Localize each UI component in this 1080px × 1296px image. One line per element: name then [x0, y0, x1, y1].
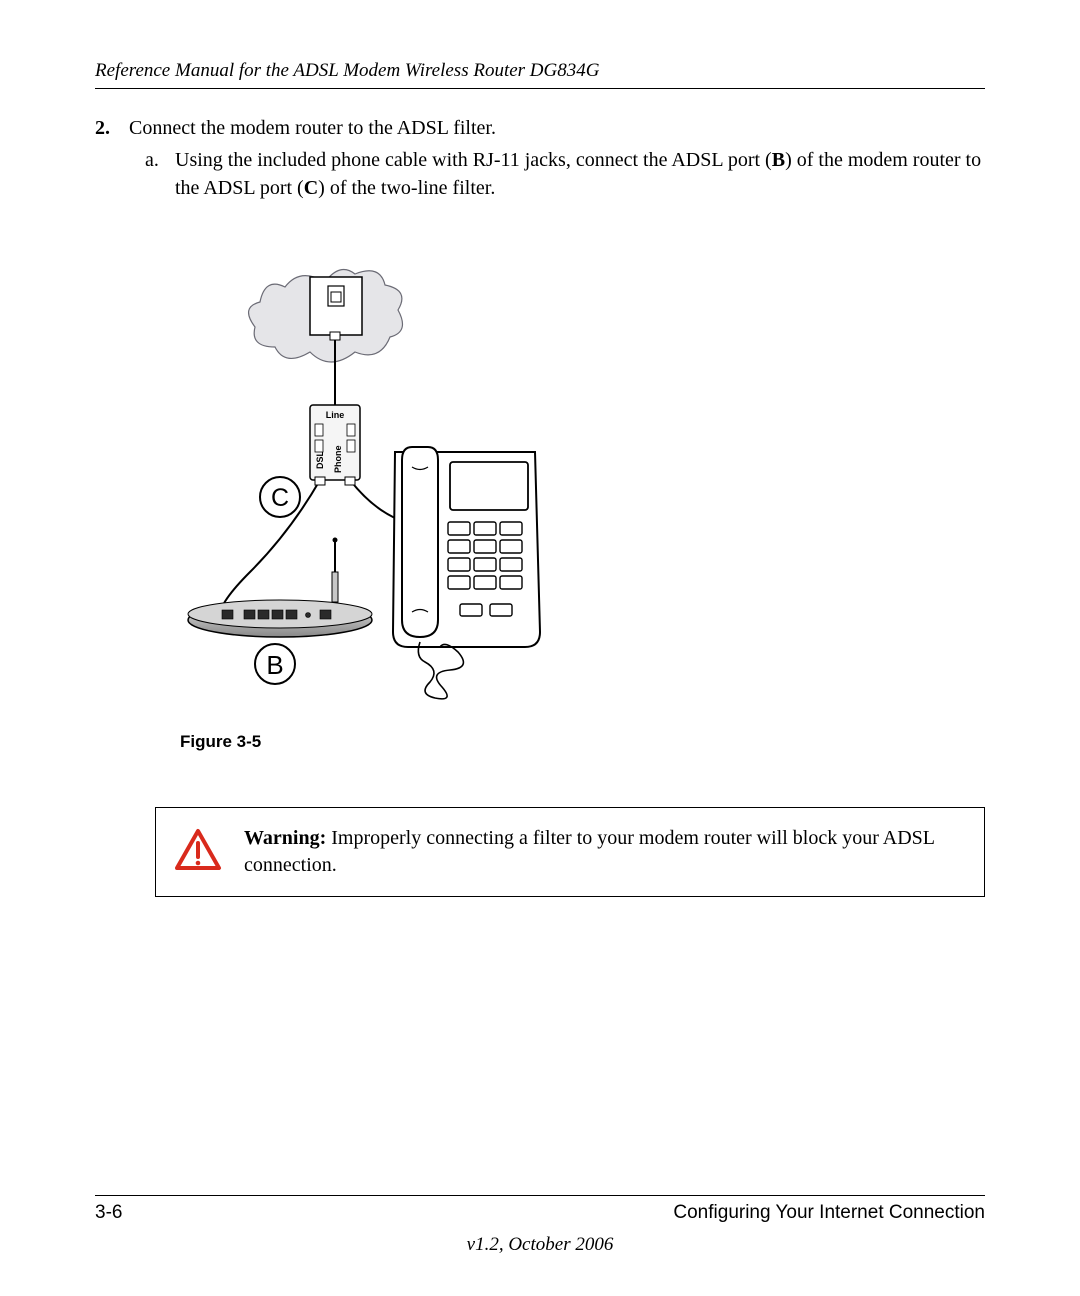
header-title: Reference Manual for the ADSL Modem Wire… — [95, 60, 985, 82]
router-icon — [188, 538, 372, 638]
warning-text: Warning: Improperly connecting a filter … — [244, 825, 966, 879]
warning-body: Improperly connecting a filter to your m… — [244, 827, 934, 876]
connection-diagram: Line DSL Phone C — [180, 232, 600, 712]
section-title: Configuring Your Internet Connection — [673, 1202, 985, 1224]
warning-label: Warning: — [244, 827, 326, 849]
substep-part3: ) of the two-line filter. — [318, 177, 495, 199]
letter-c-bold: C — [304, 177, 318, 199]
substep-a: a. Using the included phone cable with R… — [145, 146, 985, 202]
substep-part1: Using the included phone cable with RJ-1… — [175, 149, 772, 171]
page-number: 3-6 — [95, 1202, 122, 1224]
step-2: 2. Connect the modem router to the ADSL … — [95, 117, 985, 140]
filter-dsl-label: DSL — [315, 450, 325, 469]
figure-caption: Figure 3-5 — [180, 732, 985, 752]
warning-icon — [174, 828, 222, 877]
figure-3-5: Line DSL Phone C — [180, 232, 985, 717]
footer: 3-6 Configuring Your Internet Connection… — [95, 1195, 985, 1256]
marker-b-label: B — [266, 650, 283, 680]
telephone-icon — [393, 447, 540, 699]
filter-phone-label: Phone — [333, 445, 343, 473]
header-rule — [95, 88, 985, 89]
step-text: Connect the modem router to the ADSL fil… — [129, 117, 985, 140]
marker-c-label: C — [271, 484, 289, 512]
footer-rule — [95, 1195, 985, 1196]
letter-b-bold: B — [772, 149, 785, 171]
step-number: 2. — [95, 117, 129, 140]
substep-text: Using the included phone cable with RJ-1… — [175, 146, 985, 202]
version-date: v1.2, October 2006 — [95, 1234, 985, 1256]
filter-line-label: Line — [326, 410, 345, 420]
warning-box: Warning: Improperly connecting a filter … — [155, 807, 985, 897]
substep-letter: a. — [145, 146, 175, 202]
